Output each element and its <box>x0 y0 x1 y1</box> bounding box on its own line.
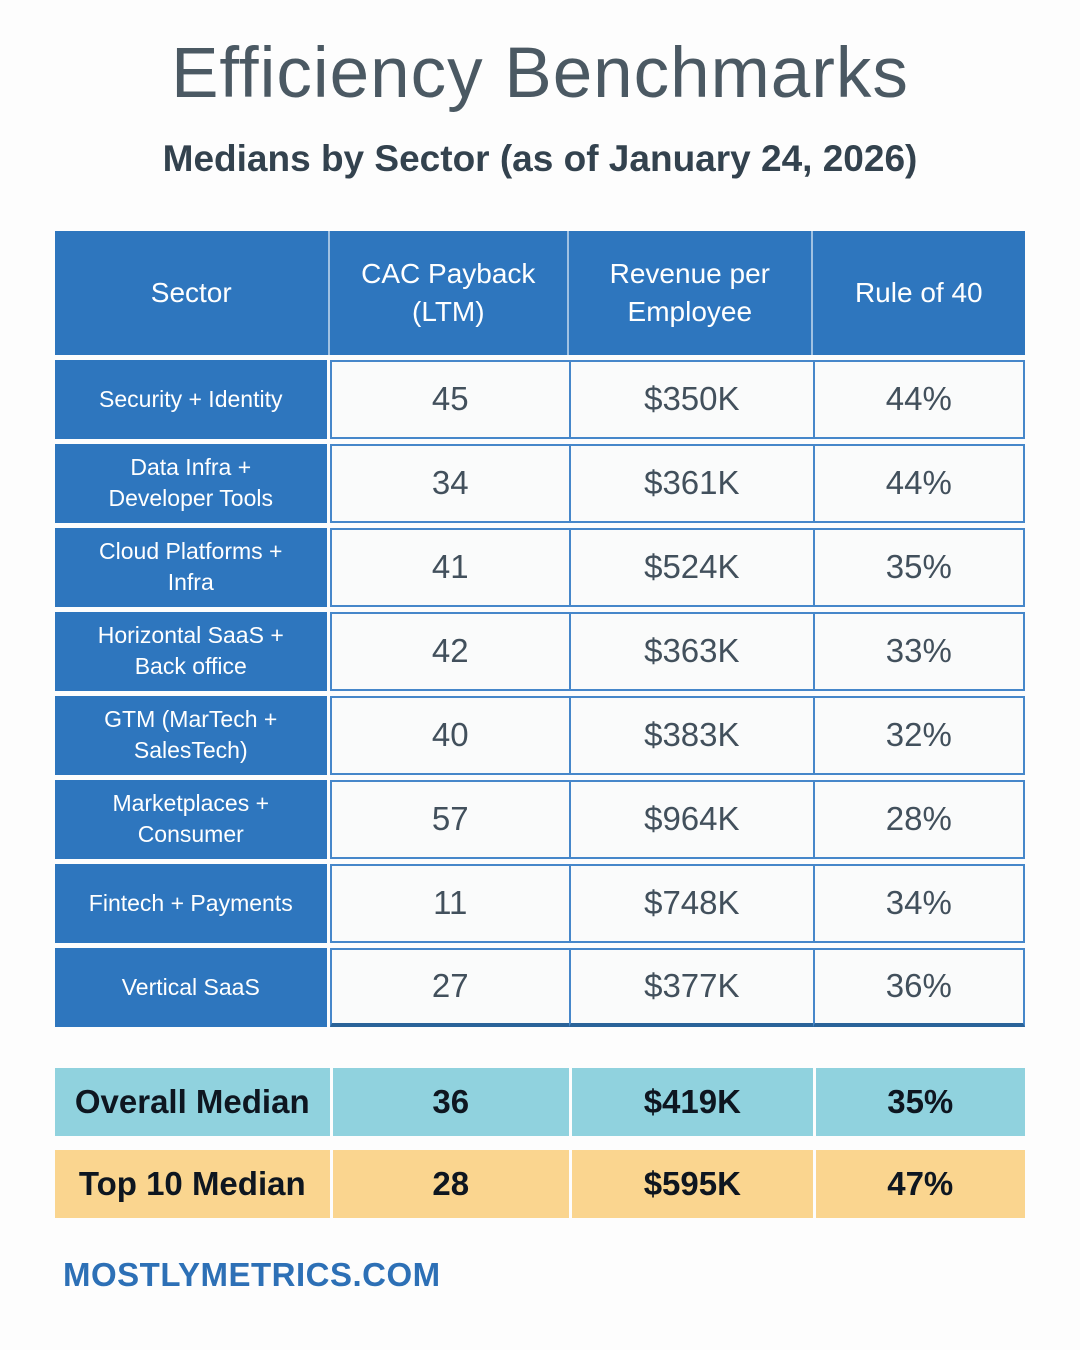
overall-median-row: Overall Median 36 $419K 35% <box>55 1067 1025 1136</box>
column-header-sector: Sector <box>55 230 330 355</box>
column-header-revenue-per-employee: Revenue per Employee <box>569 230 813 355</box>
table-row: Marketplaces + Consumer 57 $964K 28% <box>55 779 1025 859</box>
table-header-row: Sector CAC Payback (LTM) Revenue per Emp… <box>55 230 1025 355</box>
rule-of-40-cell: 44% <box>812 359 1025 439</box>
sector-cell: Fintech + Payments <box>55 863 330 943</box>
cac-payback-cell: 57 <box>329 779 570 859</box>
summary-cac-payback: 36 <box>329 1067 570 1136</box>
rule-of-40-cell: 33% <box>812 611 1025 691</box>
rule-of-40-cell: 28% <box>812 779 1025 859</box>
sector-cell: Cloud Platforms + Infra <box>55 527 330 607</box>
revenue-per-employee-cell: $350K <box>569 359 813 439</box>
revenue-per-employee-cell: $363K <box>569 611 813 691</box>
rule-of-40-cell: 32% <box>812 695 1025 775</box>
table-row: Data Infra + Developer Tools 34 $361K 44… <box>55 443 1025 523</box>
rule-of-40-cell: 35% <box>812 527 1025 607</box>
summary-rule-of-40: 47% <box>812 1149 1025 1218</box>
rule-of-40-cell: 36% <box>812 947 1025 1027</box>
revenue-per-employee-cell: $361K <box>569 443 813 523</box>
summary-label: Overall Median <box>74 1082 310 1120</box>
cac-payback-cell: 11 <box>329 863 570 943</box>
brand-website-text: MOSTLYMETRICS.COM <box>63 1255 441 1293</box>
table-row: Cloud Platforms + Infra 41 $524K 35% <box>55 527 1025 607</box>
cac-payback-cell: 40 <box>329 695 570 775</box>
sector-cell: GTM (MarTech + SalesTech) <box>55 695 330 775</box>
cac-payback-cell: 34 <box>329 443 570 523</box>
summary-revenue-per-employee: $419K <box>569 1067 812 1136</box>
revenue-per-employee-cell: $383K <box>569 695 813 775</box>
sector-cell: Data Infra + Developer Tools <box>55 443 330 523</box>
cac-payback-cell: 45 <box>329 359 570 439</box>
summary-cac-payback: 28 <box>329 1149 570 1218</box>
table-row: GTM (MarTech + SalesTech) 40 $383K 32% <box>55 695 1025 775</box>
table-row: Security + Identity 45 $350K 44% <box>55 359 1025 439</box>
revenue-per-employee-cell: $748K <box>569 863 813 943</box>
revenue-per-employee-cell: $524K <box>569 527 813 607</box>
summary-label: Top 10 Median <box>78 1164 306 1202</box>
column-header-cac-payback: CAC Payback (LTM) <box>329 230 570 355</box>
table-row: Fintech + Payments 11 $748K 34% <box>55 863 1025 943</box>
summary-rule-of-40: 35% <box>812 1067 1025 1136</box>
column-header-rule-of-40: Rule of 40 <box>812 230 1025 355</box>
cac-payback-cell: 41 <box>329 527 570 607</box>
sector-cell: Horizontal SaaS + Back office <box>55 611 330 691</box>
table-row: Vertical SaaS 27 $377K 36% <box>55 947 1025 1027</box>
revenue-per-employee-cell: $377K <box>569 947 813 1027</box>
sector-cell: Marketplaces + Consumer <box>55 779 330 859</box>
table-row: Horizontal SaaS + Back office 42 $363K 3… <box>55 611 1025 691</box>
cac-payback-cell: 42 <box>329 611 570 691</box>
top10-median-row: Top 10 Median 28 $595K 47% <box>55 1149 1025 1218</box>
revenue-per-employee-cell: $964K <box>569 779 813 859</box>
page-subtitle: Medians by Sector (as of January 24, 202… <box>162 137 918 179</box>
summary-revenue-per-employee: $595K <box>569 1149 812 1218</box>
cac-payback-cell: 27 <box>329 947 570 1027</box>
sector-cell: Security + Identity <box>55 359 330 439</box>
sector-cell: Vertical SaaS <box>55 947 330 1027</box>
page-title: Efficiency Benchmarks <box>171 34 909 113</box>
benchmarks-table: Sector CAC Payback (LTM) Revenue per Emp… <box>55 226 1025 1032</box>
rule-of-40-cell: 44% <box>812 443 1025 523</box>
rule-of-40-cell: 34% <box>812 863 1025 943</box>
